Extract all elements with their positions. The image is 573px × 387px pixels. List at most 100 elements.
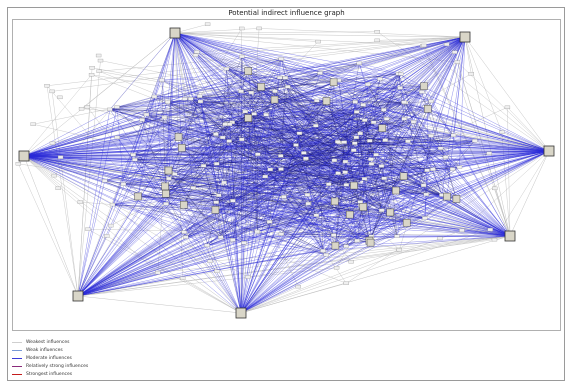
- node: [272, 89, 278, 93]
- hub-edge: [23, 98, 185, 157]
- dense-edge: [161, 79, 281, 157]
- weak-edge: [196, 36, 466, 53]
- node: [216, 193, 222, 198]
- node: [330, 197, 339, 206]
- node: [88, 73, 95, 77]
- hub-edge: [161, 32, 176, 81]
- node: [313, 213, 320, 217]
- node: [396, 248, 402, 252]
- hub-node: [504, 230, 516, 242]
- hub-edge: [23, 114, 147, 157]
- node: [97, 58, 104, 63]
- node: [180, 201, 188, 209]
- node: [254, 229, 261, 234]
- dense-edge: [295, 100, 327, 146]
- node: [423, 105, 432, 113]
- hub-edge: [240, 240, 358, 314]
- hub-edge: [77, 194, 308, 297]
- hub-edge: [190, 36, 466, 99]
- hub-edge: [77, 176, 266, 297]
- dense-edge: [222, 102, 406, 138]
- node: [109, 202, 116, 207]
- node: [367, 139, 373, 143]
- node: [378, 124, 387, 132]
- dense-edge: [353, 150, 428, 171]
- hub-edge: [184, 36, 466, 100]
- node: [423, 192, 429, 197]
- dense-edge: [299, 82, 334, 134]
- dense-edge: [178, 136, 347, 247]
- weak-edge: [46, 85, 242, 314]
- dense-edge: [400, 73, 454, 136]
- dense-edge: [248, 71, 355, 186]
- influence-graph: [15, 22, 555, 319]
- hub-edge: [322, 235, 511, 251]
- dense-edge: [134, 159, 170, 179]
- dense-edge: [413, 121, 441, 149]
- dense-edge: [274, 99, 446, 158]
- dense-edge: [327, 87, 401, 101]
- dense-edge: [184, 231, 323, 251]
- dense-edge: [161, 80, 167, 194]
- hub-edge: [77, 193, 166, 297]
- weak-edge: [99, 36, 466, 72]
- node: [401, 117, 407, 121]
- node: [383, 117, 390, 121]
- dense-edge: [134, 159, 167, 204]
- hub-edge: [77, 187, 194, 297]
- hub-edge: [77, 210, 382, 297]
- node: [296, 131, 303, 135]
- dense-edge: [371, 91, 422, 164]
- dense-edge: [190, 98, 334, 236]
- hub-edge: [174, 32, 334, 83]
- dense-edge: [265, 176, 347, 186]
- dense-edge: [185, 104, 364, 238]
- hub-edge: [398, 36, 466, 75]
- node: [188, 97, 194, 101]
- dense-edge: [168, 170, 221, 238]
- dense-edge: [165, 104, 364, 194]
- node: [214, 269, 220, 273]
- weak-edge: [157, 235, 511, 273]
- dense-edge: [165, 91, 242, 204]
- hub-edge: [383, 109, 511, 237]
- dense-edge: [356, 111, 427, 195]
- weak-edge: [464, 36, 503, 133]
- dense-edge: [226, 68, 414, 122]
- dense-edge: [133, 136, 179, 155]
- node: [278, 154, 284, 158]
- dense-edge: [305, 82, 334, 159]
- node: [487, 227, 493, 232]
- weak-edge: [446, 44, 511, 237]
- weak-edge: [216, 235, 511, 272]
- node: [278, 232, 285, 236]
- dense-edge: [199, 96, 270, 222]
- dense-edge: [167, 71, 249, 103]
- node: [443, 192, 451, 201]
- hub-edge: [383, 36, 466, 110]
- weak-edge: [77, 28, 242, 297]
- node: [174, 133, 183, 141]
- hub-edge: [240, 194, 442, 314]
- weak-edge: [247, 235, 511, 278]
- node: [402, 219, 411, 227]
- hub-edge: [77, 180, 105, 297]
- node: [285, 85, 291, 89]
- hub-edge: [240, 237, 372, 314]
- node: [428, 133, 434, 138]
- dense-edge: [216, 201, 372, 237]
- weak-edge: [106, 235, 242, 314]
- hub-edge: [423, 86, 511, 237]
- node: [114, 105, 120, 109]
- dense-edge: [199, 96, 346, 173]
- node: [277, 75, 283, 80]
- hub-edge: [77, 119, 365, 297]
- weak-edge: [377, 36, 466, 41]
- dense-edge: [283, 140, 475, 197]
- dense-edge: [248, 58, 282, 72]
- node: [348, 260, 354, 264]
- dense-edge: [308, 203, 364, 208]
- dense-edge: [165, 203, 221, 238]
- dense-edge: [355, 101, 453, 170]
- dense-edge: [109, 109, 284, 197]
